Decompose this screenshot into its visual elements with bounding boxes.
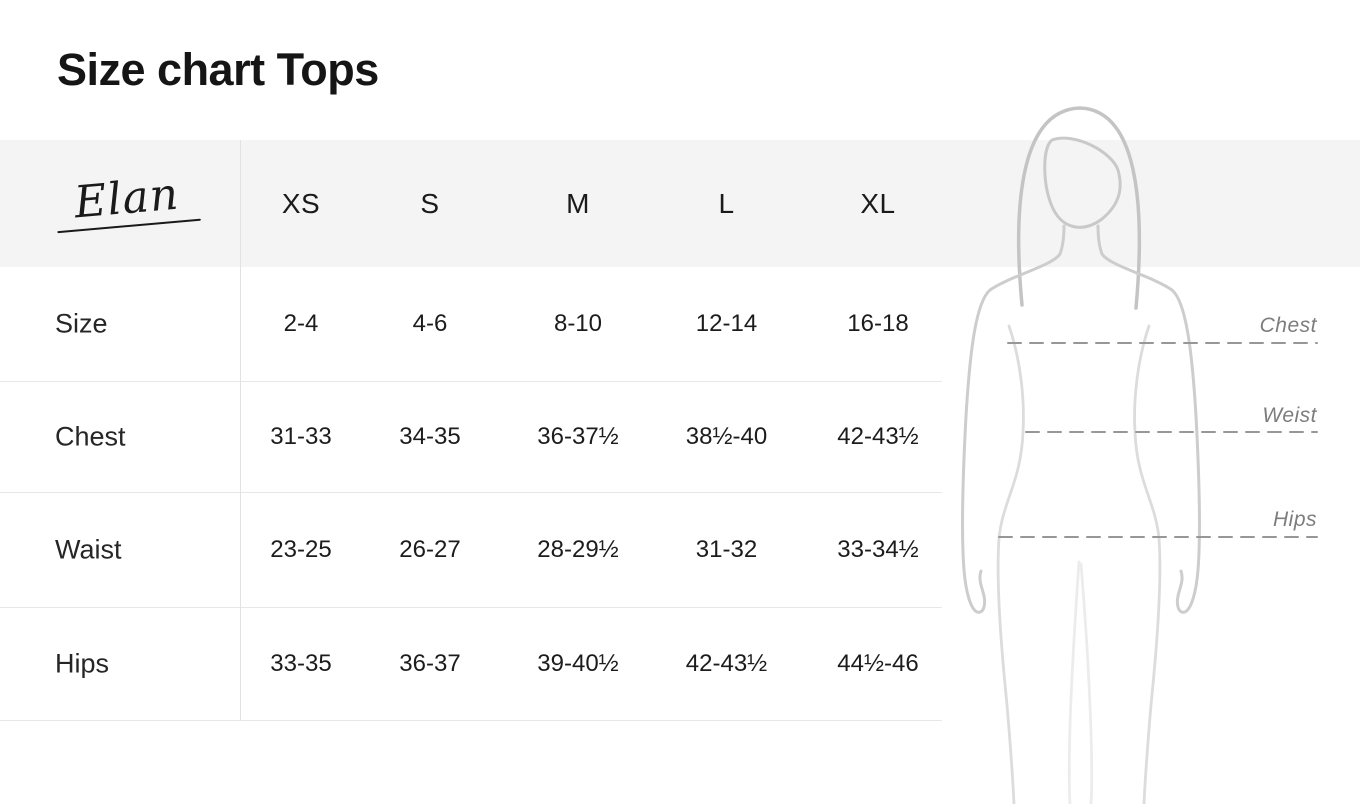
column-divider — [240, 140, 241, 721]
row-label-waist: Waist — [55, 534, 122, 565]
size-xl-value: 16-18 — [847, 310, 909, 337]
hips-s-value: 36-37 — [399, 650, 461, 677]
chest-xs-value: 31-33 — [270, 423, 332, 450]
size-s-value: 4-6 — [412, 310, 448, 337]
size-table: Elan XS S M L XL Size 2-4 4-6 8-10 12-14… — [0, 140, 942, 721]
body-figure: Chest Weist Hips — [940, 100, 1360, 804]
hips-l-value: 42-43½ — [685, 650, 768, 677]
brand-logo-text: Elan — [72, 168, 182, 228]
table-header-band — [0, 140, 1360, 267]
column-header-m: M — [566, 187, 590, 219]
brand-logo: Elan — [50, 168, 204, 233]
hips-xl-value: 44½-46 — [837, 650, 919, 677]
row-label-chest: Chest — [55, 421, 126, 452]
size-l-value: 12-14 — [695, 310, 758, 337]
page-title: Size chart Tops — [57, 44, 379, 95]
chest-measure-label: Chest — [1259, 314, 1317, 337]
hips-xs-value: 33-35 — [270, 650, 332, 677]
row-label-size: Size — [55, 308, 108, 339]
table-row-waist: Waist 23-25 26-27 28-29½ 31-32 33-34½ — [0, 492, 942, 607]
hips-m-value: 39-40½ — [537, 650, 619, 677]
table-row-hips: Hips 33-35 36-37 39-40½ 42-43½ 44½-46 — [0, 607, 942, 721]
row-label-hips: Hips — [55, 648, 110, 679]
waist-measure-label: Weist — [1262, 404, 1317, 427]
size-xs-value: 2-4 — [283, 310, 319, 337]
waist-xl-value: 33-34½ — [837, 536, 919, 563]
chest-l-value: 38½-40 — [685, 423, 768, 450]
waist-m-value: 28-29½ — [537, 536, 619, 563]
body-outline-figure — [961, 106, 1318, 804]
column-header-s: S — [420, 187, 440, 219]
chest-s-value: 34-35 — [399, 423, 461, 450]
chest-xl-value: 42-43½ — [837, 423, 919, 450]
table-row-size: Size 2-4 4-6 8-10 12-14 16-18 — [0, 267, 942, 381]
waist-l-value: 31-32 — [695, 536, 758, 563]
column-header-l: L — [718, 187, 735, 219]
column-header-xs: XS — [281, 187, 321, 219]
waist-xs-value: 23-25 — [270, 536, 332, 563]
table-header-row: Elan XS S M L XL — [0, 140, 942, 267]
waist-s-value: 26-27 — [399, 536, 461, 563]
column-header-xl: XL — [860, 187, 896, 219]
table-row-chest: Chest 31-33 34-35 36-37½ 38½-40 42-43½ — [0, 381, 942, 492]
size-m-value: 8-10 — [553, 310, 603, 337]
hips-measure-label: Hips — [1272, 508, 1317, 531]
chest-m-value: 36-37½ — [537, 423, 619, 450]
